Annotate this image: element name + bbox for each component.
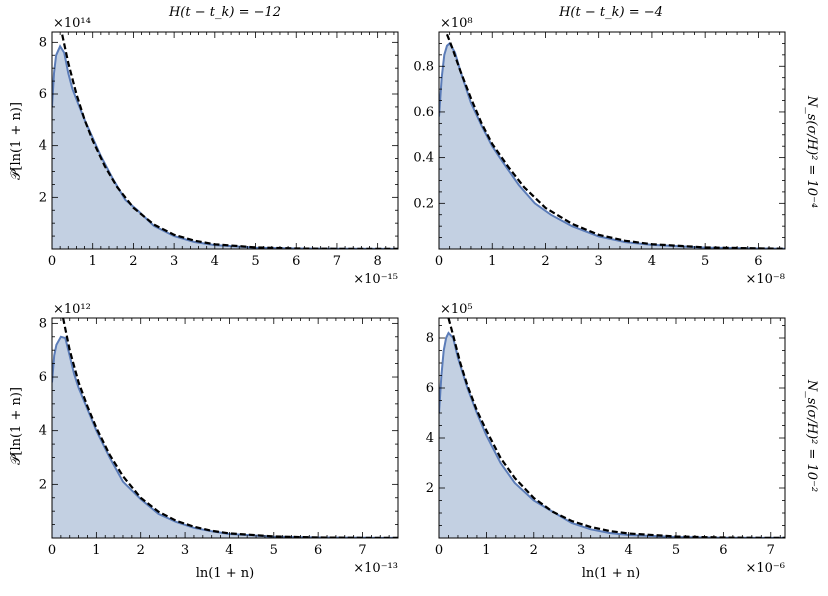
x-tick-label: 1 bbox=[89, 254, 97, 269]
histogram-area bbox=[439, 333, 785, 538]
x-tick-label: 4 bbox=[648, 254, 656, 269]
y-tick-label: 6 bbox=[39, 87, 47, 102]
x-tick-label: 6 bbox=[754, 254, 762, 269]
plot-frame bbox=[51, 317, 399, 539]
panel-bottom-right: 0 1 2 3 4 5 6 7 2 4 6 8 ×10⁵ ×10⁻⁶ bbox=[426, 302, 786, 576]
x-tick-label: 3 bbox=[577, 543, 585, 558]
fit-dashed-curve bbox=[447, 318, 785, 538]
x-tick-label: 7 bbox=[767, 543, 775, 558]
row-label-bottom: N_s(σ/H)² = 10⁻² bbox=[804, 379, 819, 492]
x-tick-label: 3 bbox=[595, 254, 603, 269]
xlabel-right: ln(1 + n) bbox=[582, 566, 640, 581]
x-tick-label: 1 bbox=[488, 254, 496, 269]
x-tick-label: 5 bbox=[701, 254, 709, 269]
y-tick-label: 8 bbox=[39, 35, 47, 50]
y-multiplier: ×10⁸ bbox=[440, 16, 473, 31]
fit-dashed-curve bbox=[61, 34, 398, 249]
plot-frame bbox=[438, 31, 786, 250]
x-tick-label: 0 bbox=[435, 543, 443, 558]
y-tick-label: 4 bbox=[426, 431, 434, 446]
histogram-area bbox=[439, 43, 785, 249]
y-tick-label: 2 bbox=[39, 477, 47, 492]
histogram-area bbox=[52, 46, 398, 249]
x-tick-label: 3 bbox=[170, 254, 178, 269]
x-tick-label: 0 bbox=[48, 543, 56, 558]
y-tick-label: 6 bbox=[426, 381, 434, 396]
y-tick-label: 4 bbox=[39, 139, 47, 154]
x-tick-label: 4 bbox=[624, 543, 632, 558]
row-label-top: N_s(σ/H)² = 10⁻⁴ bbox=[804, 95, 819, 208]
y-tick-label: 0.8 bbox=[413, 59, 434, 74]
y-tick-label: 2 bbox=[39, 190, 47, 205]
y-multiplier: ×10¹² bbox=[53, 302, 91, 317]
x-tick-label: 1 bbox=[482, 543, 490, 558]
ylabel-bottom: 𝒫[ln(1 + n)] bbox=[9, 387, 24, 465]
plot-frame bbox=[438, 317, 786, 539]
x-tick-label: 5 bbox=[672, 543, 680, 558]
col-title-left: H(t − t_k) = −12 bbox=[168, 5, 281, 20]
y-tick-label: 0.4 bbox=[413, 151, 434, 166]
xlabel-left: ln(1 + n) bbox=[196, 566, 254, 581]
x-tick-label: 7 bbox=[358, 543, 366, 558]
y-multiplier: ×10¹⁴ bbox=[53, 16, 91, 31]
fit-dashed-curve bbox=[445, 33, 785, 249]
col-title-right: H(t − t_k) = −4 bbox=[558, 5, 663, 20]
x-tick-label: 3 bbox=[181, 543, 189, 558]
x-multiplier: ×10⁻¹³ bbox=[353, 561, 398, 576]
x-tick-label: 2 bbox=[137, 543, 145, 558]
fit-dashed-curve bbox=[62, 318, 398, 538]
x-tick-label: 8 bbox=[374, 254, 382, 269]
panels: 0 1 2 3 4 5 6 7 8 2 4 6 8 ×10¹⁴ ×10⁻¹⁵ 0 1 2 3 4 5 6 0.2 0.4 0.6… bbox=[39, 16, 786, 576]
x-tick-label: 0 bbox=[435, 254, 443, 269]
x-tick-label: 5 bbox=[251, 254, 259, 269]
y-tick-label: 8 bbox=[426, 331, 434, 346]
y-tick-label: 6 bbox=[39, 370, 47, 385]
x-tick-label: 4 bbox=[225, 543, 233, 558]
ylabel-top: 𝒫[ln(1 + n)] bbox=[9, 102, 24, 180]
y-tick-label: 2 bbox=[426, 481, 434, 496]
y-tick-label: 0.2 bbox=[413, 196, 434, 211]
y-tick-label: 8 bbox=[39, 316, 47, 331]
x-tick-label: 6 bbox=[314, 543, 322, 558]
x-multiplier: ×10⁻⁶ bbox=[745, 561, 785, 576]
panel-top-right: 0 1 2 3 4 5 6 0.2 0.4 0.6 0.8 ×10⁸ ×10⁻⁸ bbox=[413, 16, 786, 287]
x-tick-label: 5 bbox=[270, 543, 278, 558]
y-tick-label: 4 bbox=[39, 424, 47, 439]
x-tick-label: 4 bbox=[211, 254, 219, 269]
y-multiplier: ×10⁵ bbox=[440, 302, 473, 317]
x-tick-label: 6 bbox=[719, 543, 727, 558]
x-tick-label: 2 bbox=[530, 543, 538, 558]
panel-top-left: 0 1 2 3 4 5 6 7 8 2 4 6 8 ×10¹⁴ ×10⁻¹⁵ bbox=[39, 16, 399, 287]
plot-frame bbox=[51, 31, 399, 250]
x-tick-label: 7 bbox=[333, 254, 341, 269]
histogram-area bbox=[52, 336, 398, 538]
x-tick-label: 2 bbox=[129, 254, 137, 269]
x-tick-label: 1 bbox=[92, 543, 100, 558]
panel-bottom-left: 0 1 2 3 4 5 6 7 2 4 6 8 ×10¹² ×10⁻¹³ bbox=[39, 302, 399, 576]
y-tick-label: 0.6 bbox=[413, 105, 434, 120]
x-tick-label: 2 bbox=[541, 254, 549, 269]
x-tick-label: 6 bbox=[292, 254, 300, 269]
x-multiplier: ×10⁻¹⁵ bbox=[353, 272, 398, 287]
x-tick-label: 0 bbox=[48, 254, 56, 269]
x-multiplier: ×10⁻⁸ bbox=[745, 272, 785, 287]
